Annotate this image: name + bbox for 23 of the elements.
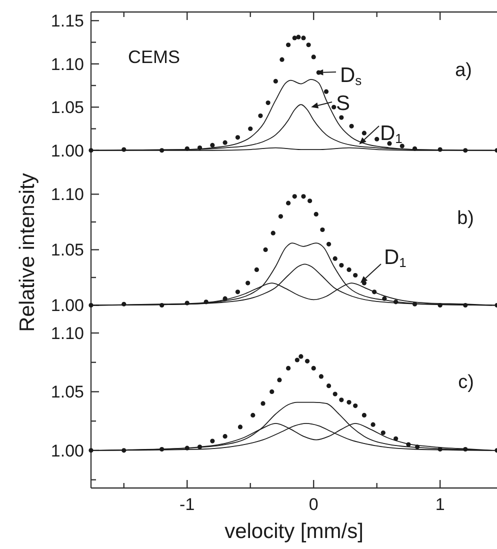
y-axis-title: Relative intensity (16, 172, 39, 332)
x-axis-title: velocity [mm/s] (224, 520, 364, 543)
y-tick-label: 1.00 (50, 441, 84, 460)
x-tick-label: -1 (180, 495, 195, 514)
annotation: D$_{1}$ (380, 122, 402, 146)
x-tick-label: 1 (435, 495, 445, 514)
y-tick-label: 1.05 (50, 240, 84, 260)
x-tick-label: 0 (308, 495, 318, 514)
y-tick-label: 1.10 (50, 185, 84, 204)
annotation: CEMS (128, 47, 180, 67)
y-tick-label: 1.05 (50, 98, 84, 118)
annotation: a) (455, 60, 472, 81)
y-tick-label: 1.05 (50, 382, 84, 402)
y-tick-label: 1.00 (50, 296, 84, 316)
y-tick-label: 1.10 (50, 54, 84, 74)
annotation: c) (458, 372, 474, 393)
y-tick-label: 1.15 (50, 12, 84, 31)
y-tick-label: 1.10 (50, 324, 84, 343)
annotation: b) (457, 208, 474, 229)
annotation: D$_{1}$ (384, 246, 406, 270)
annotation: D$_{s}$ (340, 64, 362, 88)
annotation: S (336, 92, 350, 115)
y-tick-label: 1.00 (50, 141, 84, 160)
